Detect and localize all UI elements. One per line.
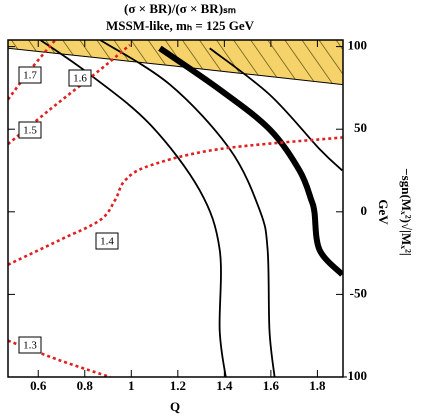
frame [7,39,344,378]
contour-label: 1.5 [23,125,37,137]
contour-label-box [18,336,42,354]
y-axis-label: −sgn(Mₓ²)√|Mₓ²| [399,168,414,256]
contour-label: 1.3 [23,340,37,352]
y-tick-label: -100 [343,368,367,383]
y-tick-label: 50 [354,120,367,135]
chart-subtitle: MSSM-like, mₕ = 125 GeV [106,18,255,33]
x-tick-label: 1 [128,378,135,393]
x-tick-label: 1.2 [170,378,186,393]
x-tick-label: 1.8 [309,378,326,393]
y-tick-label: 0 [361,203,368,218]
x-tick-label: 0.6 [30,378,47,393]
chart-title: (σ × BR)/(σ × BR)ₛₘ [124,1,236,16]
contour-line [99,40,276,377]
contour-label-box [95,232,119,250]
contour-label-box [18,66,42,84]
contour-dashed [8,136,343,266]
x-tick-label: 0.8 [77,378,94,393]
y-tick-label: 100 [348,38,368,53]
contour-label-box [68,69,92,87]
contour-label: 1.7 [23,70,37,82]
contour-line [209,47,343,172]
x-axis-label: Q [170,399,180,414]
y-axis-unit: GeV [376,199,391,225]
plot-area [8,40,343,377]
contour-line [158,45,343,277]
contour-label: 1.6 [73,73,87,85]
contour-line [39,40,227,377]
contour-label-box [18,121,42,139]
x-tick-label: 1.6 [263,378,280,393]
y-tick-label: -50 [350,285,367,300]
x-tick-label: 1.4 [216,378,233,393]
contour-label: 1.4 [100,236,114,248]
